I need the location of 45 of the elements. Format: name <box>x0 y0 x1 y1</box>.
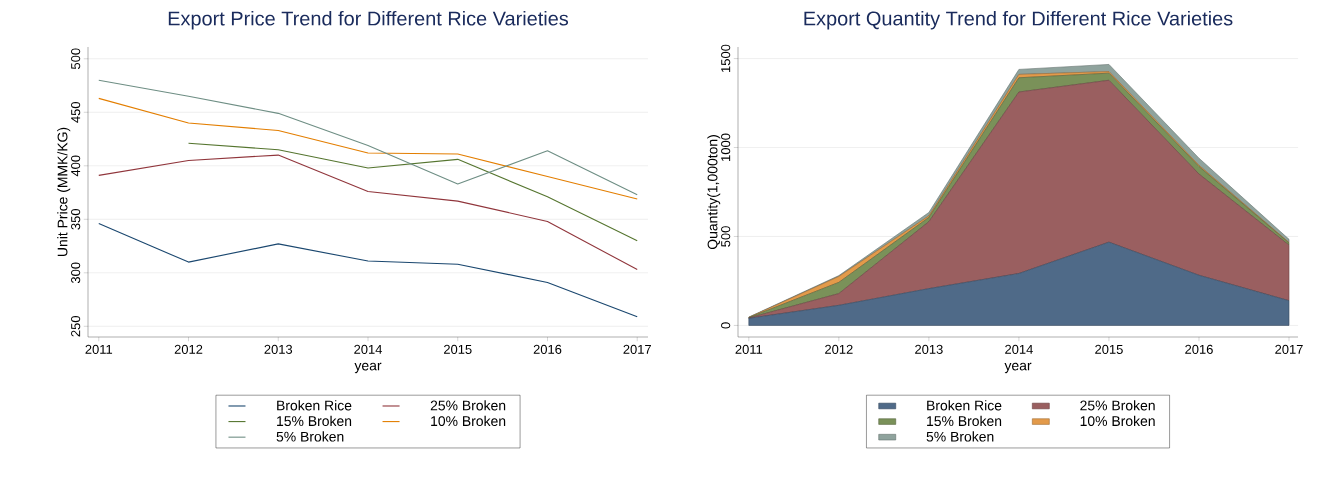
x-tick-label: 2017 <box>1275 344 1303 354</box>
x-tick-label: 2014 <box>1005 344 1033 354</box>
y-tick-label: 1000 <box>721 133 731 161</box>
y-tick-label: 500 <box>71 48 81 70</box>
line-series <box>98 154 638 271</box>
legend-label: Broken Rice <box>927 400 1002 411</box>
line-series <box>98 97 638 200</box>
y-axis-title: Quantity(1,000ton) <box>707 135 721 250</box>
chart-title: Export Quantity Trend for Different Rice Varieties <box>804 10 1233 30</box>
x-tick-label: 2015 <box>444 344 472 354</box>
legend-label: 5% Broken <box>926 431 994 442</box>
x-axis-title: year <box>1004 362 1032 374</box>
x-tick-label: 2017 <box>623 344 651 354</box>
legend-label: 25% Broken <box>430 400 506 411</box>
y-tick-label: 250 <box>71 316 81 337</box>
y-tick-label: 1500 <box>721 44 731 72</box>
legend-label: 15% Broken <box>277 415 352 427</box>
y-axis-title: Unit Price (MMK/KG) <box>57 127 71 257</box>
legend-label: 15% Broken <box>927 415 1002 427</box>
legend-label: 10% Broken <box>1080 415 1155 427</box>
x-tick-label: 2015 <box>1095 344 1123 354</box>
x-axis-title: year <box>354 362 382 374</box>
x-tick-label: 2012 <box>174 344 203 354</box>
legend-label: 25% Broken <box>1080 400 1155 411</box>
line-series <box>98 79 638 196</box>
line-series <box>98 223 638 318</box>
y-tick-label: 500 <box>721 226 731 247</box>
x-tick-label: 2016 <box>1185 344 1213 354</box>
y-tick-label: 450 <box>71 101 81 123</box>
x-tick-label: 2016 <box>533 344 562 354</box>
legend-label: 5% Broken <box>276 431 344 442</box>
x-tick-label: 2011 <box>85 344 113 354</box>
line-series <box>187 142 638 242</box>
x-tick-label: 2011 <box>735 344 763 354</box>
y-tick-label: 350 <box>71 208 81 230</box>
x-tick-label: 2013 <box>264 344 293 354</box>
y-tick-label: 300 <box>71 262 81 284</box>
legend-label: Broken Rice <box>277 400 352 411</box>
chart-title: Export Price Trend for Different Rice Varieties <box>168 10 569 30</box>
y-tick-label: 400 <box>71 155 81 177</box>
x-tick-label: 2012 <box>825 344 853 354</box>
x-tick-label: 2013 <box>915 344 943 354</box>
legend-label: 10% Broken <box>431 415 506 427</box>
x-tick-label: 2014 <box>354 344 383 354</box>
y-tick-label: 0 <box>721 322 731 329</box>
